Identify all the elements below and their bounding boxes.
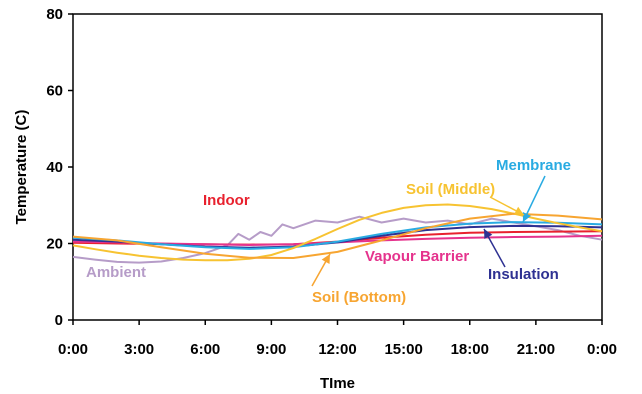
x-tick-label: 3:00: [124, 341, 154, 358]
series-labels: Ambient Indoor Vapour Barrier Insulation Mem…: [86, 157, 571, 306]
y-tick-label: 0: [55, 312, 63, 329]
x-tick-label: 21:00: [517, 341, 555, 358]
series-label-soil-middle: Soil (Middle): [406, 181, 495, 198]
soil-bottom-arrow-icon: [311, 253, 331, 287]
soil-middle-arrow-icon: [489, 196, 525, 216]
membrane-arrow-icon: [522, 175, 546, 223]
x-tick-label: 0:00: [587, 341, 617, 358]
series-label-soil-bottom: Soil (Bottom): [312, 289, 406, 306]
series-line-membrane: [72, 221, 603, 250]
x-tick-label: 12:00: [318, 341, 356, 358]
x-tick-label: 18:00: [451, 341, 489, 358]
y-axis-title: Temperature (C): [13, 110, 30, 225]
x-tick-label: 6:00: [190, 341, 220, 358]
series-line-ambient: [72, 215, 603, 264]
x-tick-label: 15:00: [384, 341, 422, 358]
y-tick-label: 40: [46, 159, 63, 176]
insulation-arrow-icon: [483, 228, 506, 268]
y-tick-label: 20: [46, 236, 63, 253]
x-tick-label: 0:00: [58, 341, 88, 358]
series-label-vapour-barrier: Vapour Barrier: [365, 248, 469, 265]
y-tick-label: 60: [46, 83, 63, 100]
x-tick-label: 9:00: [256, 341, 286, 358]
axes: 0 20 40 60 80 0:00 3:00 6:00 9:00 12:00 15:00 18:00…: [46, 6, 617, 358]
series-line-soil-bottom: [72, 212, 603, 259]
series-label-membrane: Membrane: [496, 157, 571, 174]
x-axis-title: TIme: [320, 375, 355, 392]
annotation-arrows: [311, 175, 546, 287]
y-tick-label: 80: [46, 6, 63, 23]
series-label-insulation: Insulation: [488, 266, 559, 283]
series-layer: [72, 203, 603, 264]
series-label-indoor: Indoor: [203, 192, 250, 209]
series-label-ambient: Ambient: [86, 264, 146, 281]
